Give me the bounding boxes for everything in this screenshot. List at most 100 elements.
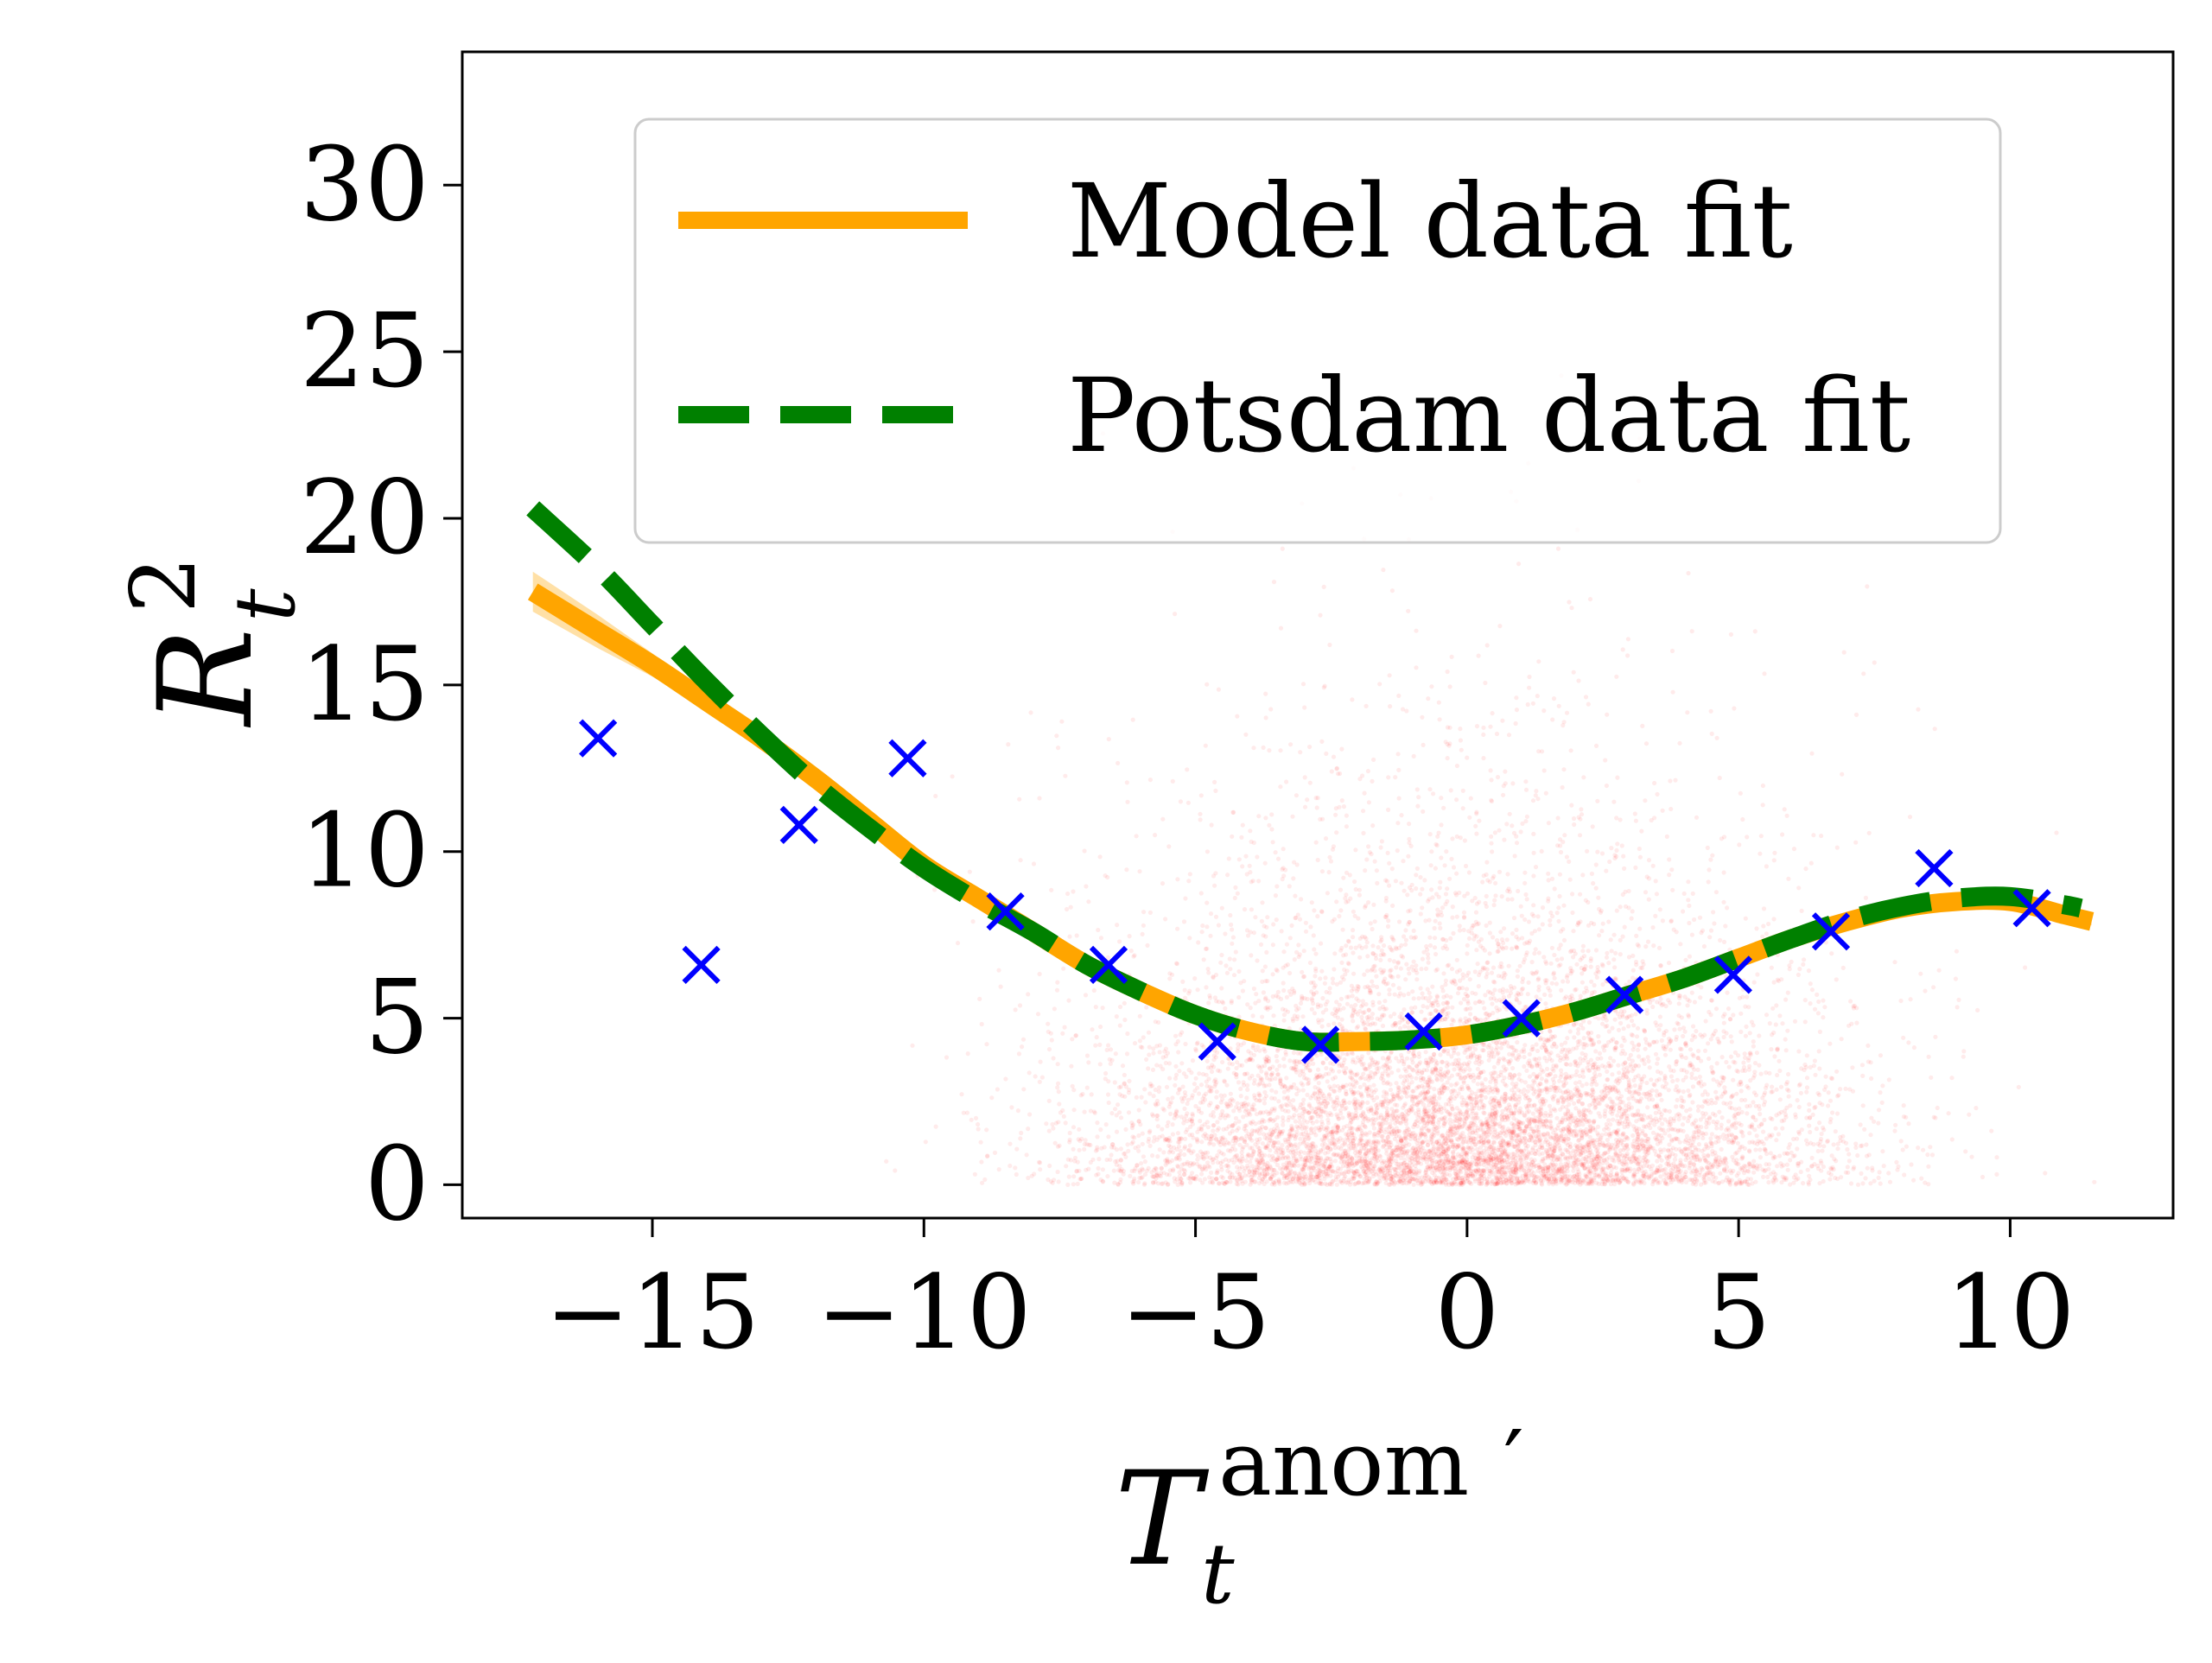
raw-sample-point	[1363, 1163, 1369, 1168]
raw-sample-point	[1620, 647, 1625, 652]
raw-sample-point	[1601, 1165, 1606, 1171]
raw-sample-point	[1166, 1158, 1171, 1164]
raw-sample-point	[1297, 1073, 1303, 1078]
raw-sample-point	[1340, 927, 1345, 932]
raw-sample-point	[1539, 1096, 1545, 1101]
raw-sample-point	[1375, 984, 1380, 990]
raw-sample-point	[1274, 967, 1279, 973]
raw-sample-point	[1932, 727, 1937, 732]
raw-sample-point	[1302, 705, 1307, 710]
raw-sample-point	[1743, 1004, 1748, 1009]
raw-sample-point	[1263, 1126, 1268, 1131]
raw-sample-point	[1738, 1089, 1744, 1094]
raw-sample-point	[1418, 874, 1423, 880]
raw-sample-point	[1817, 1066, 1822, 1071]
raw-sample-point	[1256, 1152, 1262, 1158]
raw-sample-point	[1639, 828, 1644, 834]
raw-sample-point	[1356, 1179, 1362, 1184]
raw-sample-point	[1614, 1077, 1620, 1082]
raw-sample-point	[1272, 1106, 1277, 1111]
raw-sample-point	[1160, 881, 1166, 886]
raw-sample-point	[1642, 1027, 1647, 1032]
raw-sample-point	[1488, 1130, 1493, 1135]
raw-sample-point	[1302, 1171, 1307, 1177]
raw-sample-point	[1351, 1135, 1356, 1140]
raw-sample-point	[1688, 1047, 1694, 1052]
raw-sample-point	[1225, 1066, 1230, 1071]
raw-sample-point	[1548, 923, 1553, 928]
raw-sample-point	[1108, 1061, 1113, 1066]
raw-sample-point	[1680, 1175, 1685, 1181]
raw-sample-point	[1173, 1033, 1179, 1038]
raw-sample-point	[1488, 1079, 1493, 1084]
raw-sample-point	[1398, 966, 1403, 971]
raw-sample-point	[1151, 1094, 1156, 1099]
raw-sample-point	[1386, 918, 1391, 924]
raw-sample-point	[1605, 1069, 1610, 1074]
raw-sample-point	[989, 1095, 995, 1101]
raw-sample-point	[1493, 1047, 1498, 1052]
raw-sample-point	[1580, 980, 1585, 985]
raw-sample-point	[1468, 796, 1473, 801]
raw-sample-point	[1558, 1058, 1563, 1063]
raw-sample-point	[1077, 1127, 1082, 1132]
raw-sample-point	[1315, 857, 1320, 863]
raw-sample-point	[1160, 1127, 1165, 1132]
raw-sample-point	[1623, 904, 1629, 909]
raw-sample-point	[1343, 1070, 1348, 1076]
raw-sample-point	[1572, 822, 1577, 828]
raw-sample-point	[1516, 562, 1522, 567]
raw-sample-point	[1861, 671, 1866, 676]
raw-sample-point	[1686, 898, 1691, 903]
raw-sample-point	[1843, 1086, 1848, 1091]
raw-sample-point	[1527, 685, 1532, 690]
raw-sample-point	[1505, 1140, 1510, 1146]
raw-sample-point	[1681, 1033, 1686, 1039]
raw-sample-point	[1666, 1147, 1671, 1152]
raw-sample-point	[1770, 1006, 1776, 1011]
raw-sample-point	[1470, 1111, 1475, 1116]
raw-sample-point	[1424, 1111, 1429, 1116]
raw-sample-point	[1664, 834, 1669, 840]
raw-sample-point	[1868, 1133, 1873, 1138]
raw-sample-point	[1404, 1094, 1409, 1099]
raw-sample-point	[1909, 1162, 1914, 1167]
raw-sample-point	[1466, 1167, 1471, 1172]
raw-sample-point	[1446, 1011, 1451, 1016]
raw-sample-point	[1694, 1154, 1699, 1159]
raw-sample-point	[1538, 1035, 1543, 1041]
raw-sample-point	[1065, 1182, 1071, 1187]
raw-sample-point	[1185, 800, 1191, 805]
raw-sample-point	[1454, 797, 1459, 803]
raw-sample-point	[1740, 1155, 1745, 1160]
raw-sample-point	[1167, 1076, 1173, 1081]
raw-sample-point	[1892, 1128, 1897, 1133]
raw-sample-point	[1563, 1071, 1568, 1076]
raw-sample-point	[1762, 1099, 1768, 1104]
raw-sample-point	[1713, 1179, 1718, 1184]
raw-sample-point	[1176, 1165, 1181, 1170]
raw-sample-point	[1341, 1084, 1346, 1090]
raw-sample-point	[1038, 1167, 1043, 1172]
raw-sample-point	[1733, 1134, 1738, 1139]
raw-sample-point	[1531, 1130, 1536, 1135]
raw-sample-point	[1633, 818, 1638, 823]
raw-sample-point	[1275, 856, 1281, 861]
raw-sample-point	[1465, 1102, 1470, 1108]
raw-sample-point	[1184, 1114, 1189, 1119]
raw-sample-point	[1363, 944, 1369, 949]
raw-sample-point	[1377, 682, 1382, 687]
raw-sample-point	[1766, 1162, 1772, 1167]
raw-sample-point	[1707, 1056, 1712, 1062]
raw-sample-point	[1405, 892, 1410, 898]
raw-sample-point	[910, 1043, 915, 1048]
raw-sample-point	[1157, 1050, 1162, 1055]
raw-sample-point	[1293, 1119, 1298, 1124]
raw-sample-point	[1071, 1108, 1077, 1113]
raw-sample-point	[1533, 865, 1539, 870]
raw-sample-point	[1330, 1129, 1335, 1135]
raw-sample-point	[1630, 1018, 1635, 1024]
raw-sample-point	[1454, 914, 1459, 919]
raw-sample-point	[1211, 1057, 1217, 1063]
raw-sample-point	[1609, 1038, 1614, 1044]
